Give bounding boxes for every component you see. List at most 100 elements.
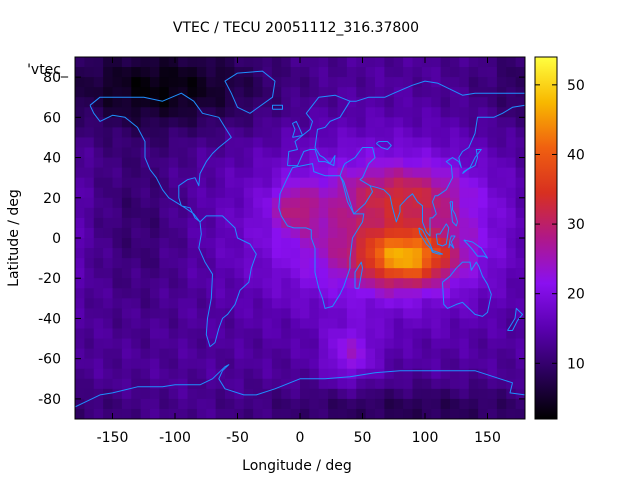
heatmap-cell — [421, 137, 432, 149]
heatmap-cell — [309, 238, 320, 249]
heatmap-cell — [75, 57, 85, 68]
heatmap-cell — [384, 217, 395, 229]
heatmap-cell — [393, 87, 404, 98]
heatmap-cell — [496, 338, 507, 350]
heatmap-cell — [403, 258, 414, 269]
heatmap-cell — [140, 227, 151, 239]
heatmap-cell — [103, 288, 114, 299]
heatmap-cell — [84, 238, 95, 249]
heatmap-cell — [309, 137, 320, 149]
heatmap-cell — [150, 187, 160, 199]
heatmap-cell — [84, 197, 95, 209]
heatmap-cell — [346, 318, 357, 330]
heatmap-cell — [515, 57, 525, 68]
heatmap-cell — [328, 368, 339, 380]
heatmap-cell — [150, 238, 160, 249]
heatmap-cell — [337, 97, 348, 108]
heatmap-cell — [403, 238, 414, 249]
heatmap-cell — [309, 87, 320, 98]
heatmap-cell — [150, 117, 160, 128]
heatmap-cell — [281, 258, 292, 269]
heatmap-cell — [328, 227, 339, 239]
heatmap-cell — [421, 278, 432, 289]
heatmap-cell — [262, 258, 273, 269]
heatmap-cell — [253, 177, 264, 189]
heatmap-cell — [431, 107, 442, 118]
heatmap-cell — [150, 87, 160, 98]
heatmap-cell — [356, 238, 367, 249]
heatmap-cell — [121, 258, 132, 269]
heatmap-cell — [487, 227, 498, 239]
heatmap-cell — [487, 318, 498, 330]
heatmap-cell — [478, 358, 489, 370]
heatmap-cell — [375, 107, 385, 118]
chart-title: VTEC / TECU 20051112_316.37800 — [173, 20, 419, 36]
heatmap-cell — [243, 338, 254, 350]
heatmap-cell — [215, 57, 226, 68]
heatmap-cell — [93, 268, 104, 279]
heatmap-cell — [168, 408, 179, 419]
heatmap-cell — [496, 217, 507, 229]
heatmap-cell — [393, 348, 404, 360]
heatmap-cell — [365, 177, 376, 189]
heatmap-cell — [281, 57, 292, 68]
heatmap-cell — [112, 147, 123, 159]
heatmap-cell — [431, 117, 442, 128]
heatmap-cell — [468, 288, 479, 299]
heatmap-cell — [468, 207, 479, 219]
heatmap-cell — [196, 67, 207, 78]
heatmap-cell — [300, 278, 310, 289]
heatmap-cell — [450, 67, 460, 78]
heatmap-cell — [412, 57, 423, 68]
heatmap-cell — [346, 197, 357, 209]
heatmap-cell — [121, 268, 132, 279]
heatmap-cell — [168, 207, 179, 219]
heatmap-cell — [384, 358, 395, 370]
heatmap-cell — [84, 268, 95, 279]
heatmap-cell — [318, 318, 329, 330]
heatmap-cell — [496, 57, 507, 68]
heatmap-cell — [393, 227, 404, 239]
heatmap-cell — [234, 388, 245, 400]
heatmap-cell — [375, 378, 385, 390]
heatmap-cell — [121, 388, 132, 400]
heatmap-cell — [365, 338, 376, 350]
heatmap-cell — [271, 328, 282, 340]
heatmap-cell — [346, 67, 357, 78]
heatmap-cell — [506, 268, 517, 279]
heatmap-cell — [337, 227, 348, 239]
heatmap-cell — [243, 318, 254, 330]
heatmap-cell — [253, 147, 264, 159]
heatmap-cell — [206, 348, 217, 360]
heatmap-cell — [159, 137, 170, 149]
heatmap-cell — [215, 308, 226, 320]
heatmap-cell — [206, 207, 217, 219]
heatmap-cell — [121, 328, 132, 340]
heatmap-cell — [309, 187, 320, 199]
heatmap-cell — [468, 177, 479, 189]
heatmap-cell — [318, 238, 329, 249]
heatmap-cell — [496, 278, 507, 289]
heatmap-cell — [290, 207, 301, 219]
heatmap-cell — [431, 338, 442, 350]
heatmap-cell — [253, 288, 264, 299]
heatmap-cell — [290, 127, 301, 139]
heatmap-cell — [178, 288, 189, 299]
heatmap-cell — [468, 348, 479, 360]
heatmap-cell — [159, 258, 170, 269]
heatmap-cell — [309, 398, 320, 410]
heatmap-cell — [356, 368, 367, 380]
heatmap-cell — [487, 167, 498, 179]
heatmap-cell — [290, 378, 301, 390]
heatmap-cell — [346, 137, 357, 149]
x-tick-label: -100 — [159, 430, 191, 446]
heatmap-cell — [328, 97, 339, 108]
heatmap-cell — [178, 137, 189, 149]
heatmap-cell — [112, 187, 123, 199]
heatmap-cell — [206, 67, 217, 78]
heatmap-cell — [281, 207, 292, 219]
heatmap-cell — [375, 338, 385, 350]
heatmap-cell — [346, 248, 357, 259]
heatmap-cell — [309, 197, 320, 209]
